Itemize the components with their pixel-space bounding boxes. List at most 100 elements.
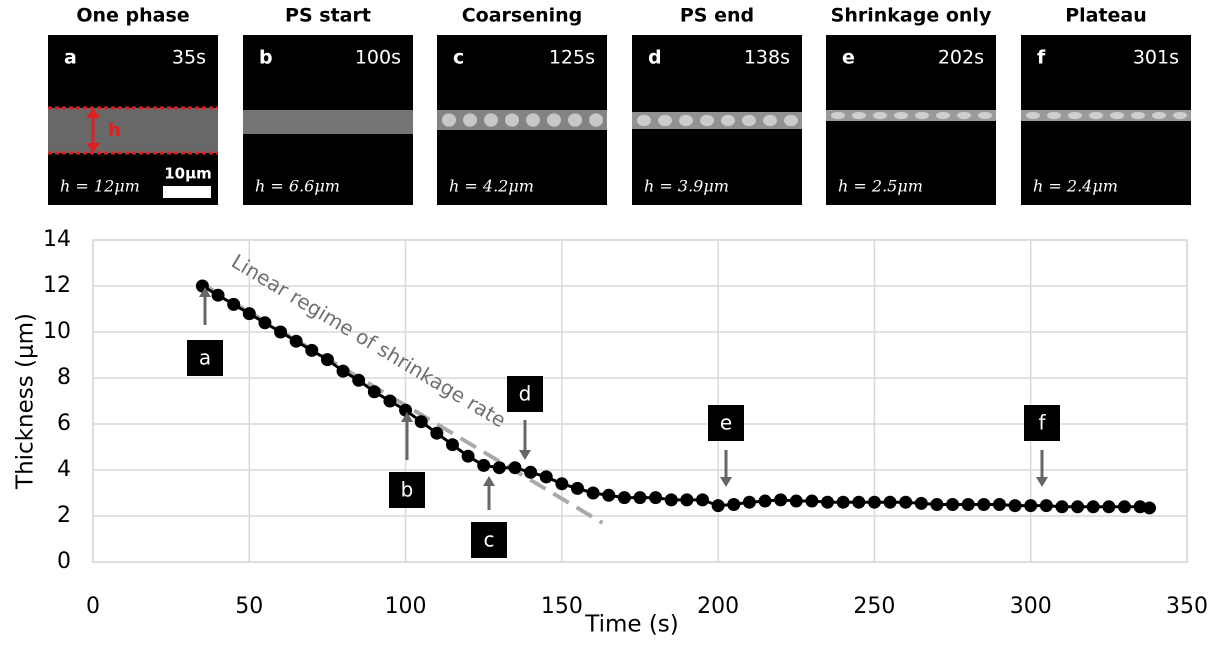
panel-thickness: h = 6.6μm	[255, 177, 340, 196]
data-point	[445, 438, 459, 452]
annotation-box	[471, 522, 507, 558]
data-point	[977, 498, 991, 511]
data-point	[1024, 499, 1038, 513]
film-texture	[873, 111, 887, 120]
data-point	[914, 496, 928, 510]
data-point	[555, 477, 569, 491]
film-texture	[1110, 111, 1124, 120]
film-texture	[784, 114, 798, 127]
annotation-label: d	[519, 382, 532, 406]
annotation-arrowhead	[1036, 477, 1048, 487]
data-point	[617, 491, 631, 505]
data-point	[946, 498, 960, 511]
data-point	[836, 495, 850, 509]
film-texture	[1152, 111, 1166, 120]
data-point	[899, 495, 913, 509]
panel-thickness: h = 3.9μm	[644, 177, 729, 196]
data-point	[805, 494, 819, 508]
annotation-label: e	[720, 411, 732, 435]
panel-time: 100s	[355, 47, 401, 69]
annotation-label: f	[1038, 411, 1046, 435]
film-texture	[547, 113, 561, 127]
data-point	[727, 498, 741, 511]
data-point	[664, 493, 678, 507]
panel-time: 202s	[938, 47, 984, 69]
panel-title: PS end	[680, 5, 754, 27]
y-tick-label: 2	[57, 503, 71, 528]
data-point	[696, 493, 710, 507]
data-point	[1039, 499, 1053, 513]
film-texture	[568, 113, 582, 127]
data-point	[336, 364, 350, 378]
film-texture	[442, 113, 456, 127]
x-axis-title: Time (s)	[584, 612, 679, 638]
data-point	[883, 495, 897, 509]
data-point	[586, 486, 600, 500]
panel-thickness: h = 12μm	[60, 177, 140, 196]
annotation-box	[1024, 405, 1060, 441]
y-tick-label: 12	[43, 273, 71, 298]
data-point	[258, 316, 272, 330]
film-texture	[763, 114, 777, 127]
x-tick-label: 300	[1010, 594, 1052, 619]
x-tick-label: 150	[541, 594, 583, 619]
panel-title: Coarsening	[462, 5, 583, 27]
panel-time: 138s	[744, 47, 790, 69]
y-tick-label: 10	[43, 319, 71, 344]
film-texture	[852, 111, 866, 120]
data-point	[633, 491, 647, 505]
x-tick-label: 0	[86, 594, 100, 619]
x-tick-label: 200	[697, 594, 739, 619]
data-point	[1071, 500, 1085, 514]
h-marker: h	[108, 120, 121, 141]
panel-thickness: h = 2.5μm	[838, 177, 923, 196]
panel-thickness: h = 2.4μm	[1033, 177, 1118, 196]
panel-thickness: h = 4.2μm	[449, 177, 534, 196]
panel-letter: c	[453, 47, 464, 69]
panel-title: Plateau	[1065, 5, 1147, 27]
panel-letter: a	[64, 47, 77, 69]
annotation-box	[708, 405, 744, 441]
data-point	[367, 385, 381, 399]
data-point	[227, 297, 241, 311]
panel-letter: f	[1037, 47, 1046, 69]
data-point	[289, 334, 303, 348]
data-point	[539, 470, 553, 484]
annotation-box	[389, 472, 425, 508]
panel-time: 301s	[1133, 47, 1179, 69]
film-band	[243, 110, 413, 134]
data-point	[649, 491, 663, 505]
data-point	[320, 353, 334, 367]
film-texture	[742, 114, 756, 127]
film-texture	[1089, 111, 1103, 120]
data-point	[852, 495, 866, 509]
annotation-arrowhead	[199, 287, 211, 297]
data-point	[399, 403, 413, 417]
plot-frame	[92, 239, 1188, 563]
data-point	[742, 495, 756, 509]
film-texture	[658, 114, 672, 127]
data-point	[524, 465, 538, 479]
annotation-label: c	[484, 528, 495, 552]
film-texture	[589, 113, 603, 127]
data-point	[492, 461, 506, 475]
data-point	[414, 415, 428, 429]
annotation-label: a	[199, 346, 211, 370]
data-point	[570, 481, 584, 495]
data-point	[602, 488, 616, 502]
film-texture	[894, 111, 908, 120]
y-axis-title: Thickness (μm)	[13, 313, 39, 490]
y-tick-label: 0	[57, 549, 71, 574]
y-tick-label: 14	[43, 227, 71, 252]
film-texture	[526, 113, 540, 127]
panel-title: PS start	[285, 5, 371, 27]
film-band	[826, 110, 996, 121]
data-point	[992, 498, 1006, 511]
film-texture	[700, 114, 714, 127]
film-texture	[915, 111, 929, 120]
data-point	[1086, 500, 1100, 514]
film-texture	[505, 113, 519, 127]
panel-time: 35s	[172, 47, 206, 69]
film-band	[437, 110, 607, 130]
